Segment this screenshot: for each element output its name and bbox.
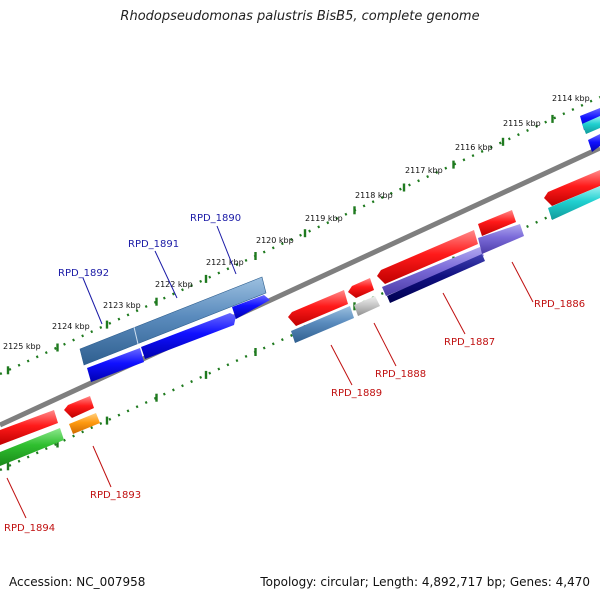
scale-label: 2118 kbp — [355, 191, 393, 200]
gene-feature-cyan — [548, 186, 600, 220]
gene-feature-red — [478, 210, 516, 236]
gene-feature-steel — [79, 276, 267, 366]
callout-line — [216, 225, 237, 275]
map-title: Rhodopseudomonas palustris BisB5, comple… — [120, 9, 480, 24]
gene-label-rpd-1893[interactable]: RPD_1893 — [90, 490, 141, 501]
gene-feature-blue — [141, 313, 236, 359]
scale-label: 2116 kbp — [455, 143, 493, 152]
gene-feature-red — [288, 290, 348, 326]
reverse-strand-features — [0, 170, 600, 466]
gene-label-rpd-1889[interactable]: RPD_1889 — [331, 388, 382, 399]
gene-feature-red — [348, 278, 374, 298]
gene-label-rpd-1886[interactable]: RPD_1886 — [534, 299, 585, 310]
callout-line — [82, 277, 103, 325]
genome-summary-text: Topology: circular; Length: 4,892,717 bp… — [260, 575, 590, 589]
scale-label: 2125 kbp — [3, 342, 41, 351]
gene-feature-red — [377, 230, 478, 284]
callout-line — [154, 250, 178, 299]
gene-feature-blue — [588, 134, 600, 152]
callout-lines — [6, 225, 534, 519]
gene-label-rpd-1890[interactable]: RPD_1890 — [190, 213, 241, 224]
gene-feature-orange — [69, 413, 100, 434]
scale-label: 2117 kbp — [405, 166, 443, 175]
gene-label-rpd-1887[interactable]: RPD_1887 — [444, 337, 495, 348]
callout-line — [330, 344, 353, 386]
scale-label: 2121 kbp — [206, 258, 244, 267]
gene-feature-purple — [382, 247, 484, 296]
gene-feature-blue — [232, 295, 270, 319]
forward-strand-features — [79, 108, 600, 382]
scale-label: 2123 kbp — [103, 301, 141, 310]
gene-boundary — [133, 326, 139, 345]
gene-label-rpd-1888[interactable]: RPD_1888 — [375, 369, 426, 380]
gene-feature-navy — [387, 254, 485, 303]
callout-line — [442, 292, 466, 335]
gene-feature-red — [0, 410, 58, 445]
gene-feature-green — [0, 428, 64, 466]
scale-label: 2119 kbp — [305, 214, 343, 223]
callout-line — [511, 261, 534, 303]
scale-label: 2120 kbp — [256, 236, 294, 245]
gene-label-rpd-1892[interactable]: RPD_1892 — [58, 268, 109, 279]
callout-line — [373, 322, 397, 367]
gene-feature-purple — [478, 224, 524, 254]
scale-label: 2122 kbp — [155, 280, 193, 289]
scale-track-upper — [0, 95, 600, 376]
genome-backbone — [0, 145, 600, 428]
gene-feature-blue — [87, 348, 144, 382]
scale-labels: 2114 kbp 2115 kbp 2116 kbp 2117 kbp 2118… — [3, 94, 590, 351]
gene-feature-steel — [291, 306, 354, 343]
scale-label: 2124 kbp — [52, 322, 90, 331]
scale-label: 2115 kbp — [503, 119, 541, 128]
gene-feature-cyan — [582, 116, 600, 134]
callout-line — [92, 445, 112, 488]
scale-label: 2114 kbp — [552, 94, 590, 103]
gene-labels: RPD_1890 RPD_1891 RPD_1892 RPD_1886 RPD_… — [4, 213, 585, 534]
gene-feature-red — [64, 396, 94, 418]
gene-feature-grey — [354, 296, 380, 316]
major-ticks-upper — [6, 114, 554, 375]
accession-text: Accession: NC_007958 — [9, 575, 146, 589]
gene-feature-red — [544, 170, 600, 206]
gene-label-rpd-1894[interactable]: RPD_1894 — [4, 523, 55, 534]
gene-label-rpd-1891[interactable]: RPD_1891 — [128, 239, 179, 250]
callout-line — [6, 477, 27, 519]
